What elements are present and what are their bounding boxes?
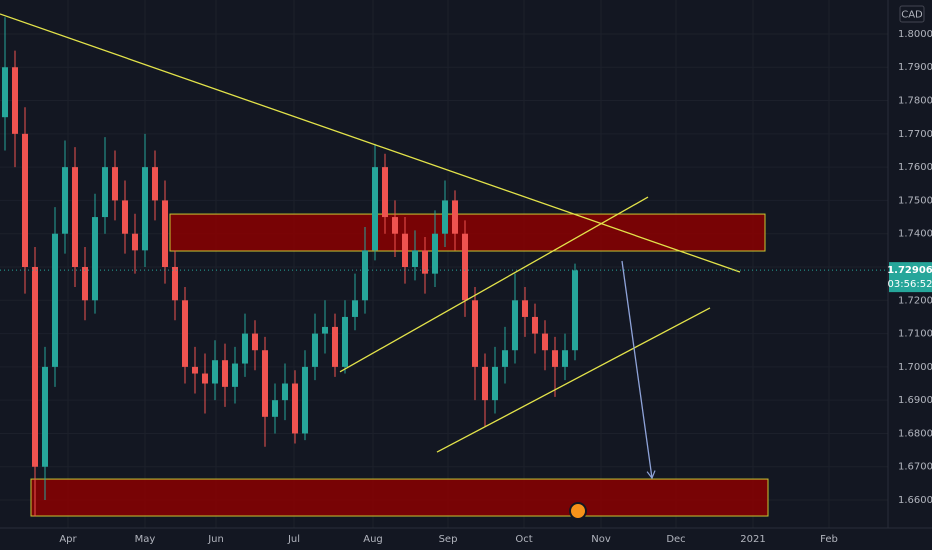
candle-body bbox=[532, 316, 538, 334]
axes: 1.66000 1.67000 1.68000 1.69000 1.70000 1.710… bbox=[59, 29, 932, 545]
candle-body bbox=[482, 366, 488, 401]
candle-body bbox=[362, 250, 368, 301]
candle-body bbox=[72, 167, 78, 267]
candle-body bbox=[522, 300, 528, 317]
trend-line bbox=[436, 307, 711, 453]
candle-body bbox=[322, 326, 328, 334]
x-tick-label: Dec bbox=[666, 534, 685, 545]
last-price-box bbox=[889, 262, 932, 293]
candle-body bbox=[272, 400, 278, 417]
y-tick-label: 1.74000 bbox=[898, 229, 932, 240]
x-tick-label: Nov bbox=[591, 534, 611, 545]
candle-body bbox=[122, 200, 128, 234]
zone bbox=[30, 478, 769, 517]
candle-body bbox=[92, 217, 98, 301]
candle-body bbox=[392, 217, 398, 234]
x-tick-label: May bbox=[135, 534, 156, 545]
candle-body bbox=[512, 300, 518, 351]
candle-body bbox=[262, 350, 268, 417]
candle-body bbox=[32, 266, 38, 467]
candle-body bbox=[252, 333, 258, 351]
candle-body bbox=[212, 360, 218, 384]
candle-body bbox=[412, 250, 418, 267]
candle-body bbox=[42, 366, 48, 467]
currency: CAD bbox=[901, 10, 923, 21]
candle-body bbox=[292, 383, 298, 434]
plot bbox=[0, 13, 888, 517]
candle-body bbox=[142, 167, 148, 251]
x-tick-label: Jun bbox=[207, 534, 224, 545]
candle-body bbox=[472, 300, 478, 367]
candle-body bbox=[552, 350, 558, 367]
y-tick-label: 1.66000 bbox=[898, 495, 932, 506]
candle-body bbox=[312, 333, 318, 367]
candle-body bbox=[302, 366, 308, 434]
candle-body bbox=[12, 67, 18, 134]
candle-body bbox=[562, 350, 568, 367]
candle-body bbox=[332, 326, 338, 367]
y-tick-label: 1.79000 bbox=[898, 62, 932, 73]
candle-body bbox=[22, 133, 28, 267]
candle-body bbox=[572, 270, 578, 351]
y-tick-label: 1.76000 bbox=[898, 162, 932, 173]
candle-body bbox=[232, 363, 238, 387]
arrow bbox=[621, 260, 656, 480]
x-tick-label: Sep bbox=[439, 534, 458, 545]
candle-body bbox=[62, 167, 68, 234]
candle-body bbox=[382, 167, 388, 218]
candle-body bbox=[422, 250, 428, 274]
countdown: 03:56:52 bbox=[888, 279, 932, 290]
candle-body bbox=[2, 67, 8, 118]
candle-body bbox=[242, 333, 248, 364]
candle-body bbox=[352, 300, 358, 317]
candle-body bbox=[342, 316, 348, 367]
candle-body bbox=[222, 360, 228, 387]
candle-body bbox=[492, 366, 498, 401]
candle-body bbox=[172, 266, 178, 301]
candle-body bbox=[452, 200, 458, 234]
candle-body bbox=[462, 233, 468, 301]
y-tick-label: 1.67000 bbox=[898, 462, 932, 473]
y-tick-label: 1.77000 bbox=[898, 129, 932, 140]
candle-body bbox=[102, 167, 108, 218]
currency-box[interactable] bbox=[899, 5, 925, 23]
candle-body bbox=[182, 300, 188, 367]
y-tick-label: 1.71000 bbox=[898, 329, 932, 340]
candle-body bbox=[502, 350, 508, 367]
candle-body bbox=[162, 200, 168, 267]
y-tick-label: 1.78000 bbox=[898, 96, 932, 107]
event-icon[interactable] bbox=[569, 502, 587, 520]
candle-body bbox=[112, 167, 118, 201]
candle-body bbox=[542, 333, 548, 351]
candle-body bbox=[432, 233, 438, 274]
candle-body bbox=[82, 266, 88, 301]
y-tick-label: 1.75000 bbox=[898, 195, 932, 206]
y-tick-label: 1.80000 bbox=[898, 29, 932, 40]
candle-body bbox=[282, 383, 288, 401]
x-tick-label: 2021 bbox=[740, 534, 765, 545]
candle-body bbox=[372, 167, 378, 251]
trend-line bbox=[0, 13, 741, 273]
trend-line bbox=[339, 196, 649, 373]
candle-body bbox=[442, 200, 448, 234]
candle-body bbox=[152, 167, 158, 201]
y-tick-label: 1.69000 bbox=[898, 395, 932, 406]
y-tick-label: 1.72000 bbox=[898, 295, 932, 306]
x-tick-label: Feb bbox=[820, 534, 838, 545]
candle-body bbox=[202, 373, 208, 384]
candle-body bbox=[192, 366, 198, 374]
y-tick-label: 1.70000 bbox=[898, 362, 932, 373]
x-tick-label: Aug bbox=[363, 534, 383, 545]
candle-body bbox=[52, 233, 58, 367]
candle-body bbox=[402, 233, 408, 267]
x-tick-label: Jul bbox=[287, 534, 300, 545]
last-price-label: 1.72906 bbox=[887, 265, 932, 276]
x-tick-label: Apr bbox=[59, 534, 77, 545]
x-tick-label: Oct bbox=[515, 534, 532, 545]
y-tick-label: 1.68000 bbox=[898, 428, 932, 439]
candle-body bbox=[132, 233, 138, 251]
